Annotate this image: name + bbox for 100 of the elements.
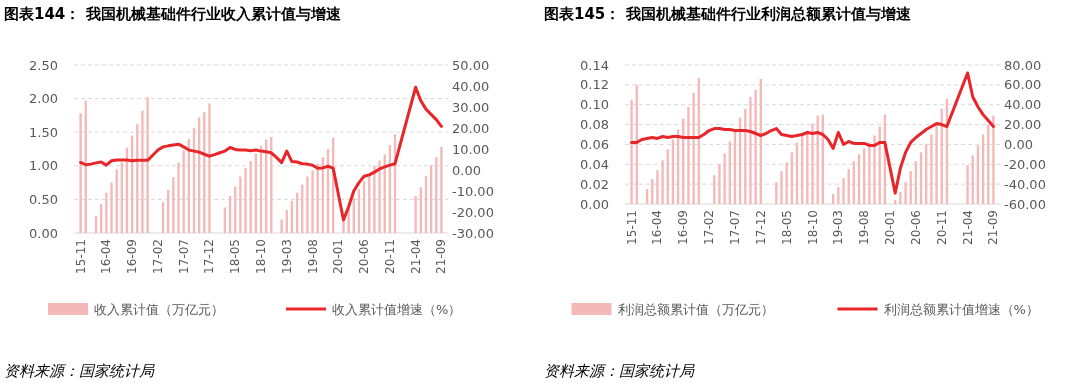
x-tick-label: 18-05 [228,239,243,274]
x-tick-label: 18-10 [254,239,268,274]
bar [280,219,283,233]
y2-tick-label: -40.00 [1004,176,1046,192]
y-tick-label: 0.04 [580,156,609,172]
x-tick-label: 16-09 [676,210,691,245]
y2-tick-label: 0.00 [452,162,481,178]
chart-title: 图表145： 我国机械基础件行业利润总额累计值与增速 [544,5,912,23]
bar [661,160,664,204]
legend-label: 利润总额累计值增速（%） [883,302,1039,317]
x-tick-label: 17-12 [753,210,768,245]
bar [687,106,690,204]
x-tick-label: 18-05 [779,210,794,245]
x-tick-label: 18-10 [805,210,820,245]
y2-tick-label: -20.00 [1004,156,1046,172]
x-tick-label: 15-11 [73,239,88,274]
y2-tick-label: -20.00 [452,204,494,220]
y2-tick-label: 0.00 [1004,136,1033,152]
x-tick-label: 19-03 [279,239,294,274]
bar [904,182,907,204]
x-tick-label: 19-03 [831,210,846,245]
y-tick-label: 0.50 [29,191,58,207]
bar [785,162,788,204]
bar [966,165,969,204]
bar [718,164,721,204]
bar [930,134,933,204]
bar [239,176,242,233]
x-tick-label: 17-07 [727,210,742,245]
y2-tick-label: 40.00 [1004,97,1042,113]
line-series [79,85,443,222]
y2-tick-label: -10.00 [452,183,494,199]
y2-tick-label: 80.00 [1004,57,1042,73]
x-tick-label: 20-11 [382,239,397,274]
bar [754,89,757,204]
x-tick-label: 20-01 [883,210,898,245]
y-tick-label: 0.06 [580,136,609,152]
y-tick-label: 0.02 [580,176,609,192]
bar [749,96,752,204]
y-tick-label: 1.50 [29,124,58,140]
bar [79,113,82,233]
y2-tick-label: 30.00 [452,99,490,115]
bar [873,135,876,204]
x-tick-label: 19-08 [857,210,872,245]
x-tick-label: 15-11 [624,210,639,245]
bar [141,110,144,233]
x-tick-label: 20-11 [934,210,949,245]
y2-tick-label: -60.00 [1004,196,1046,212]
bar [992,115,995,204]
bar [208,103,211,233]
y-tick-label: 0.14 [580,57,609,73]
y2-tick-label: 40.00 [452,78,490,94]
bar [837,187,840,204]
bar [414,196,417,233]
bar [780,171,783,204]
y2-tick-label: 20.00 [1004,117,1042,133]
x-tick-label: 17-02 [150,239,165,274]
bar [811,123,814,204]
x-tick-label: 16-09 [125,239,140,274]
bar [378,160,381,233]
bar [868,142,871,204]
bar [692,92,695,204]
bar [630,99,633,204]
x-tick-label: 20-01 [331,239,346,274]
bar [306,176,309,233]
bar [177,162,180,233]
bar [656,170,659,204]
bar [146,97,149,233]
bar [842,178,845,204]
x-tick-label: 21-04 [960,210,975,245]
y2-tick-label: 20.00 [452,120,490,136]
y-tick-label: 0.10 [580,97,609,113]
bar [723,153,726,204]
y2-tick-label: 60.00 [1004,77,1042,93]
x-tick-label: 19-08 [305,239,320,274]
y2-tick-label: 10.00 [452,141,490,157]
bar [311,170,314,233]
x-tick-label: 21-09 [986,210,1001,245]
y-tick-label: 0.08 [580,117,609,133]
text: 资料来源：国家统计局 [4,362,155,380]
x-tick-label: 17-12 [202,239,217,274]
x-tick-label: 16-04 [99,239,114,274]
text: 资料来源：国家统计局 [544,362,695,380]
bar [172,177,175,233]
y-tick-label: 2.50 [29,57,58,73]
y2-tick-label: 50.00 [452,57,490,73]
bar [899,192,902,204]
bar [935,124,938,204]
y2-tick-label: -30.00 [452,225,494,241]
bar [440,146,443,233]
y-tick-label: 1.00 [29,158,58,174]
bar [110,182,113,233]
bar [244,167,247,233]
x-tick-label: 20-06 [908,210,923,245]
x-tick-label: 17-07 [176,239,191,274]
x-tick-label: 21-04 [408,239,423,274]
y-tick-label: 0.00 [580,196,609,212]
x-tick-label: 20-06 [357,239,372,274]
y-tick-label: 0.00 [29,225,58,241]
legend-label: 收入累计值增速（%） [332,302,462,317]
chart-title: 图表144： 我国机械基础件行业收入累计值与增速 [4,5,342,23]
